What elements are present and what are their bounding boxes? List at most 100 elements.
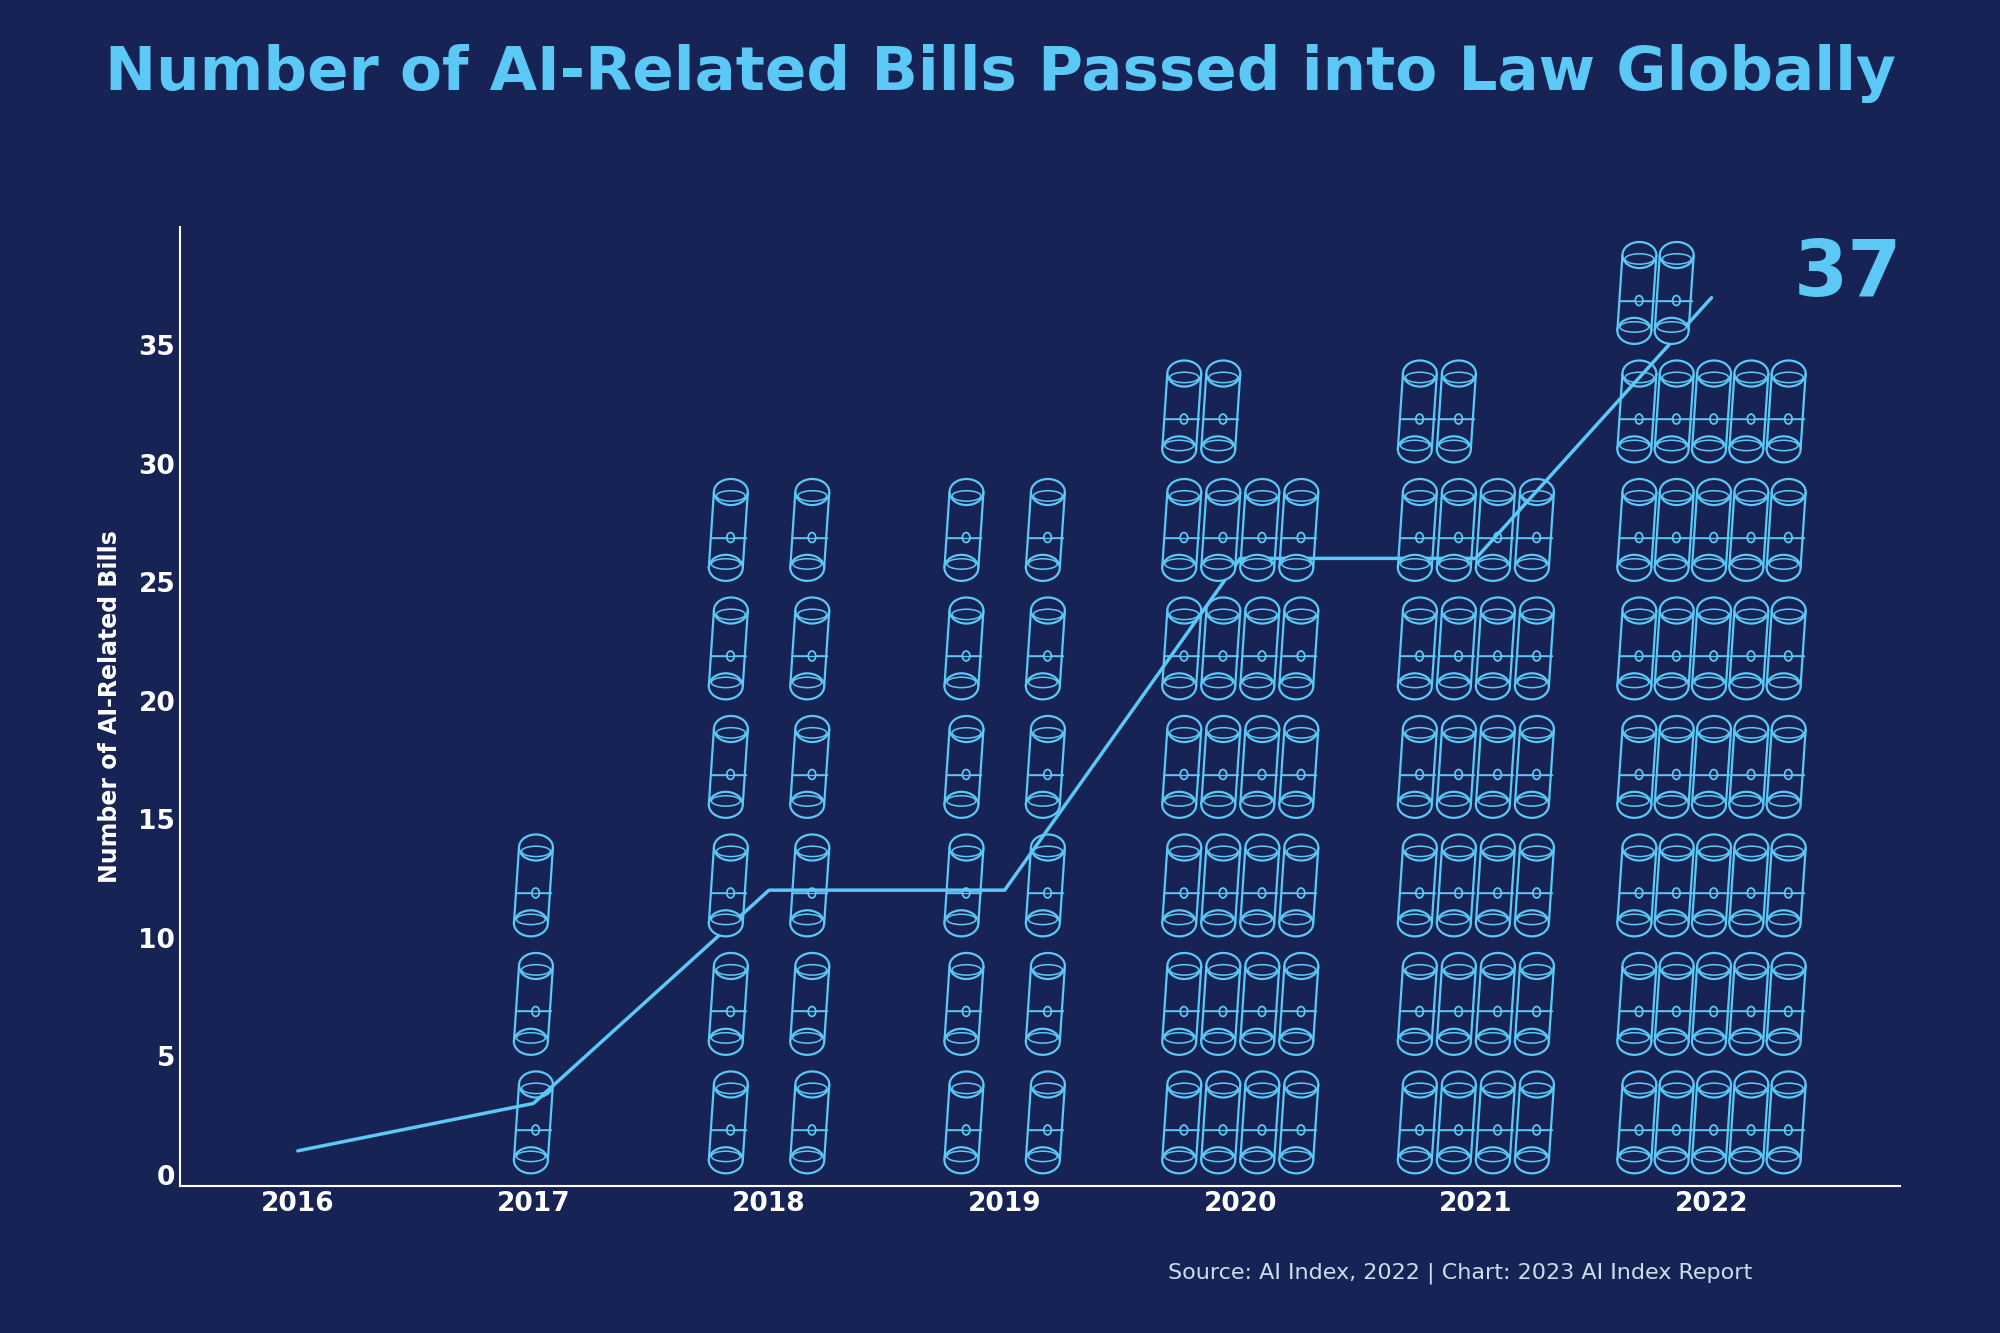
Ellipse shape (1436, 436, 1470, 463)
Ellipse shape (790, 910, 824, 936)
Ellipse shape (1766, 436, 1800, 463)
Ellipse shape (1618, 910, 1652, 936)
Ellipse shape (1730, 910, 1764, 936)
Ellipse shape (1162, 792, 1196, 818)
Ellipse shape (1026, 1148, 1060, 1173)
Ellipse shape (1692, 555, 1726, 581)
Ellipse shape (1730, 436, 1764, 463)
Ellipse shape (1162, 436, 1196, 463)
Y-axis label: Number of AI-Related Bills: Number of AI-Related Bills (98, 531, 122, 882)
Ellipse shape (1766, 910, 1800, 936)
Ellipse shape (1730, 1029, 1764, 1054)
Ellipse shape (708, 1029, 742, 1054)
Ellipse shape (1514, 910, 1548, 936)
Ellipse shape (1730, 1148, 1764, 1173)
Ellipse shape (708, 910, 742, 936)
Text: 37: 37 (1794, 236, 1902, 312)
Ellipse shape (1202, 673, 1236, 700)
Ellipse shape (1514, 792, 1548, 818)
Ellipse shape (1730, 673, 1764, 700)
Ellipse shape (1766, 555, 1800, 581)
Ellipse shape (790, 673, 824, 700)
Ellipse shape (790, 1029, 824, 1054)
Ellipse shape (1692, 436, 1726, 463)
Ellipse shape (708, 792, 742, 818)
Ellipse shape (1026, 555, 1060, 581)
Ellipse shape (1618, 1148, 1652, 1173)
Ellipse shape (1202, 436, 1236, 463)
Ellipse shape (944, 1029, 978, 1054)
Ellipse shape (1618, 792, 1652, 818)
Ellipse shape (1240, 1148, 1274, 1173)
Ellipse shape (790, 1148, 824, 1173)
Ellipse shape (1398, 1148, 1432, 1173)
Ellipse shape (1436, 910, 1470, 936)
Ellipse shape (514, 1029, 548, 1054)
Ellipse shape (1202, 792, 1236, 818)
Ellipse shape (708, 673, 742, 700)
Ellipse shape (1654, 673, 1688, 700)
Ellipse shape (1280, 910, 1314, 936)
Ellipse shape (1162, 673, 1196, 700)
Ellipse shape (1514, 1029, 1548, 1054)
Ellipse shape (1162, 555, 1196, 581)
Ellipse shape (1280, 1148, 1314, 1173)
Ellipse shape (1514, 1148, 1548, 1173)
Ellipse shape (1240, 910, 1274, 936)
Ellipse shape (1398, 436, 1432, 463)
Ellipse shape (1280, 1029, 1314, 1054)
Ellipse shape (1476, 910, 1510, 936)
Ellipse shape (1476, 1029, 1510, 1054)
Ellipse shape (1026, 673, 1060, 700)
Ellipse shape (1476, 1148, 1510, 1173)
Ellipse shape (1476, 673, 1510, 700)
Ellipse shape (1162, 910, 1196, 936)
Ellipse shape (1692, 910, 1726, 936)
Ellipse shape (1476, 792, 1510, 818)
Ellipse shape (1514, 673, 1548, 700)
Ellipse shape (1730, 555, 1764, 581)
Ellipse shape (1692, 1029, 1726, 1054)
Ellipse shape (944, 1148, 978, 1173)
Ellipse shape (1654, 910, 1688, 936)
Ellipse shape (1692, 792, 1726, 818)
Ellipse shape (1026, 910, 1060, 936)
Ellipse shape (1618, 555, 1652, 581)
Ellipse shape (1398, 1029, 1432, 1054)
Ellipse shape (1692, 673, 1726, 700)
Ellipse shape (790, 555, 824, 581)
Ellipse shape (514, 1148, 548, 1173)
Ellipse shape (1398, 792, 1432, 818)
Ellipse shape (1654, 436, 1688, 463)
Ellipse shape (708, 1148, 742, 1173)
Ellipse shape (1240, 792, 1274, 818)
Ellipse shape (790, 792, 824, 818)
Ellipse shape (514, 910, 548, 936)
Ellipse shape (1280, 555, 1314, 581)
Ellipse shape (1730, 792, 1764, 818)
Ellipse shape (1618, 436, 1652, 463)
Ellipse shape (1436, 1148, 1470, 1173)
Ellipse shape (1202, 555, 1236, 581)
Text: Number of AI-Related Bills Passed into Law Globally: Number of AI-Related Bills Passed into L… (104, 44, 1896, 103)
Ellipse shape (1162, 1029, 1196, 1054)
Ellipse shape (1618, 317, 1652, 344)
Ellipse shape (1654, 317, 1688, 344)
Ellipse shape (1692, 1148, 1726, 1173)
Ellipse shape (1766, 673, 1800, 700)
Ellipse shape (1436, 673, 1470, 700)
Ellipse shape (1654, 555, 1688, 581)
Ellipse shape (1202, 1148, 1236, 1173)
Ellipse shape (1436, 792, 1470, 818)
Ellipse shape (944, 792, 978, 818)
Ellipse shape (1766, 792, 1800, 818)
Text: Source: AI Index, 2022 | Chart: 2023 AI Index Report: Source: AI Index, 2022 | Chart: 2023 AI … (1168, 1262, 1752, 1284)
Ellipse shape (944, 673, 978, 700)
Ellipse shape (1398, 673, 1432, 700)
Ellipse shape (1514, 555, 1548, 581)
Ellipse shape (1654, 1148, 1688, 1173)
Ellipse shape (1436, 1029, 1470, 1054)
Ellipse shape (944, 910, 978, 936)
Ellipse shape (1766, 1029, 1800, 1054)
Ellipse shape (944, 555, 978, 581)
